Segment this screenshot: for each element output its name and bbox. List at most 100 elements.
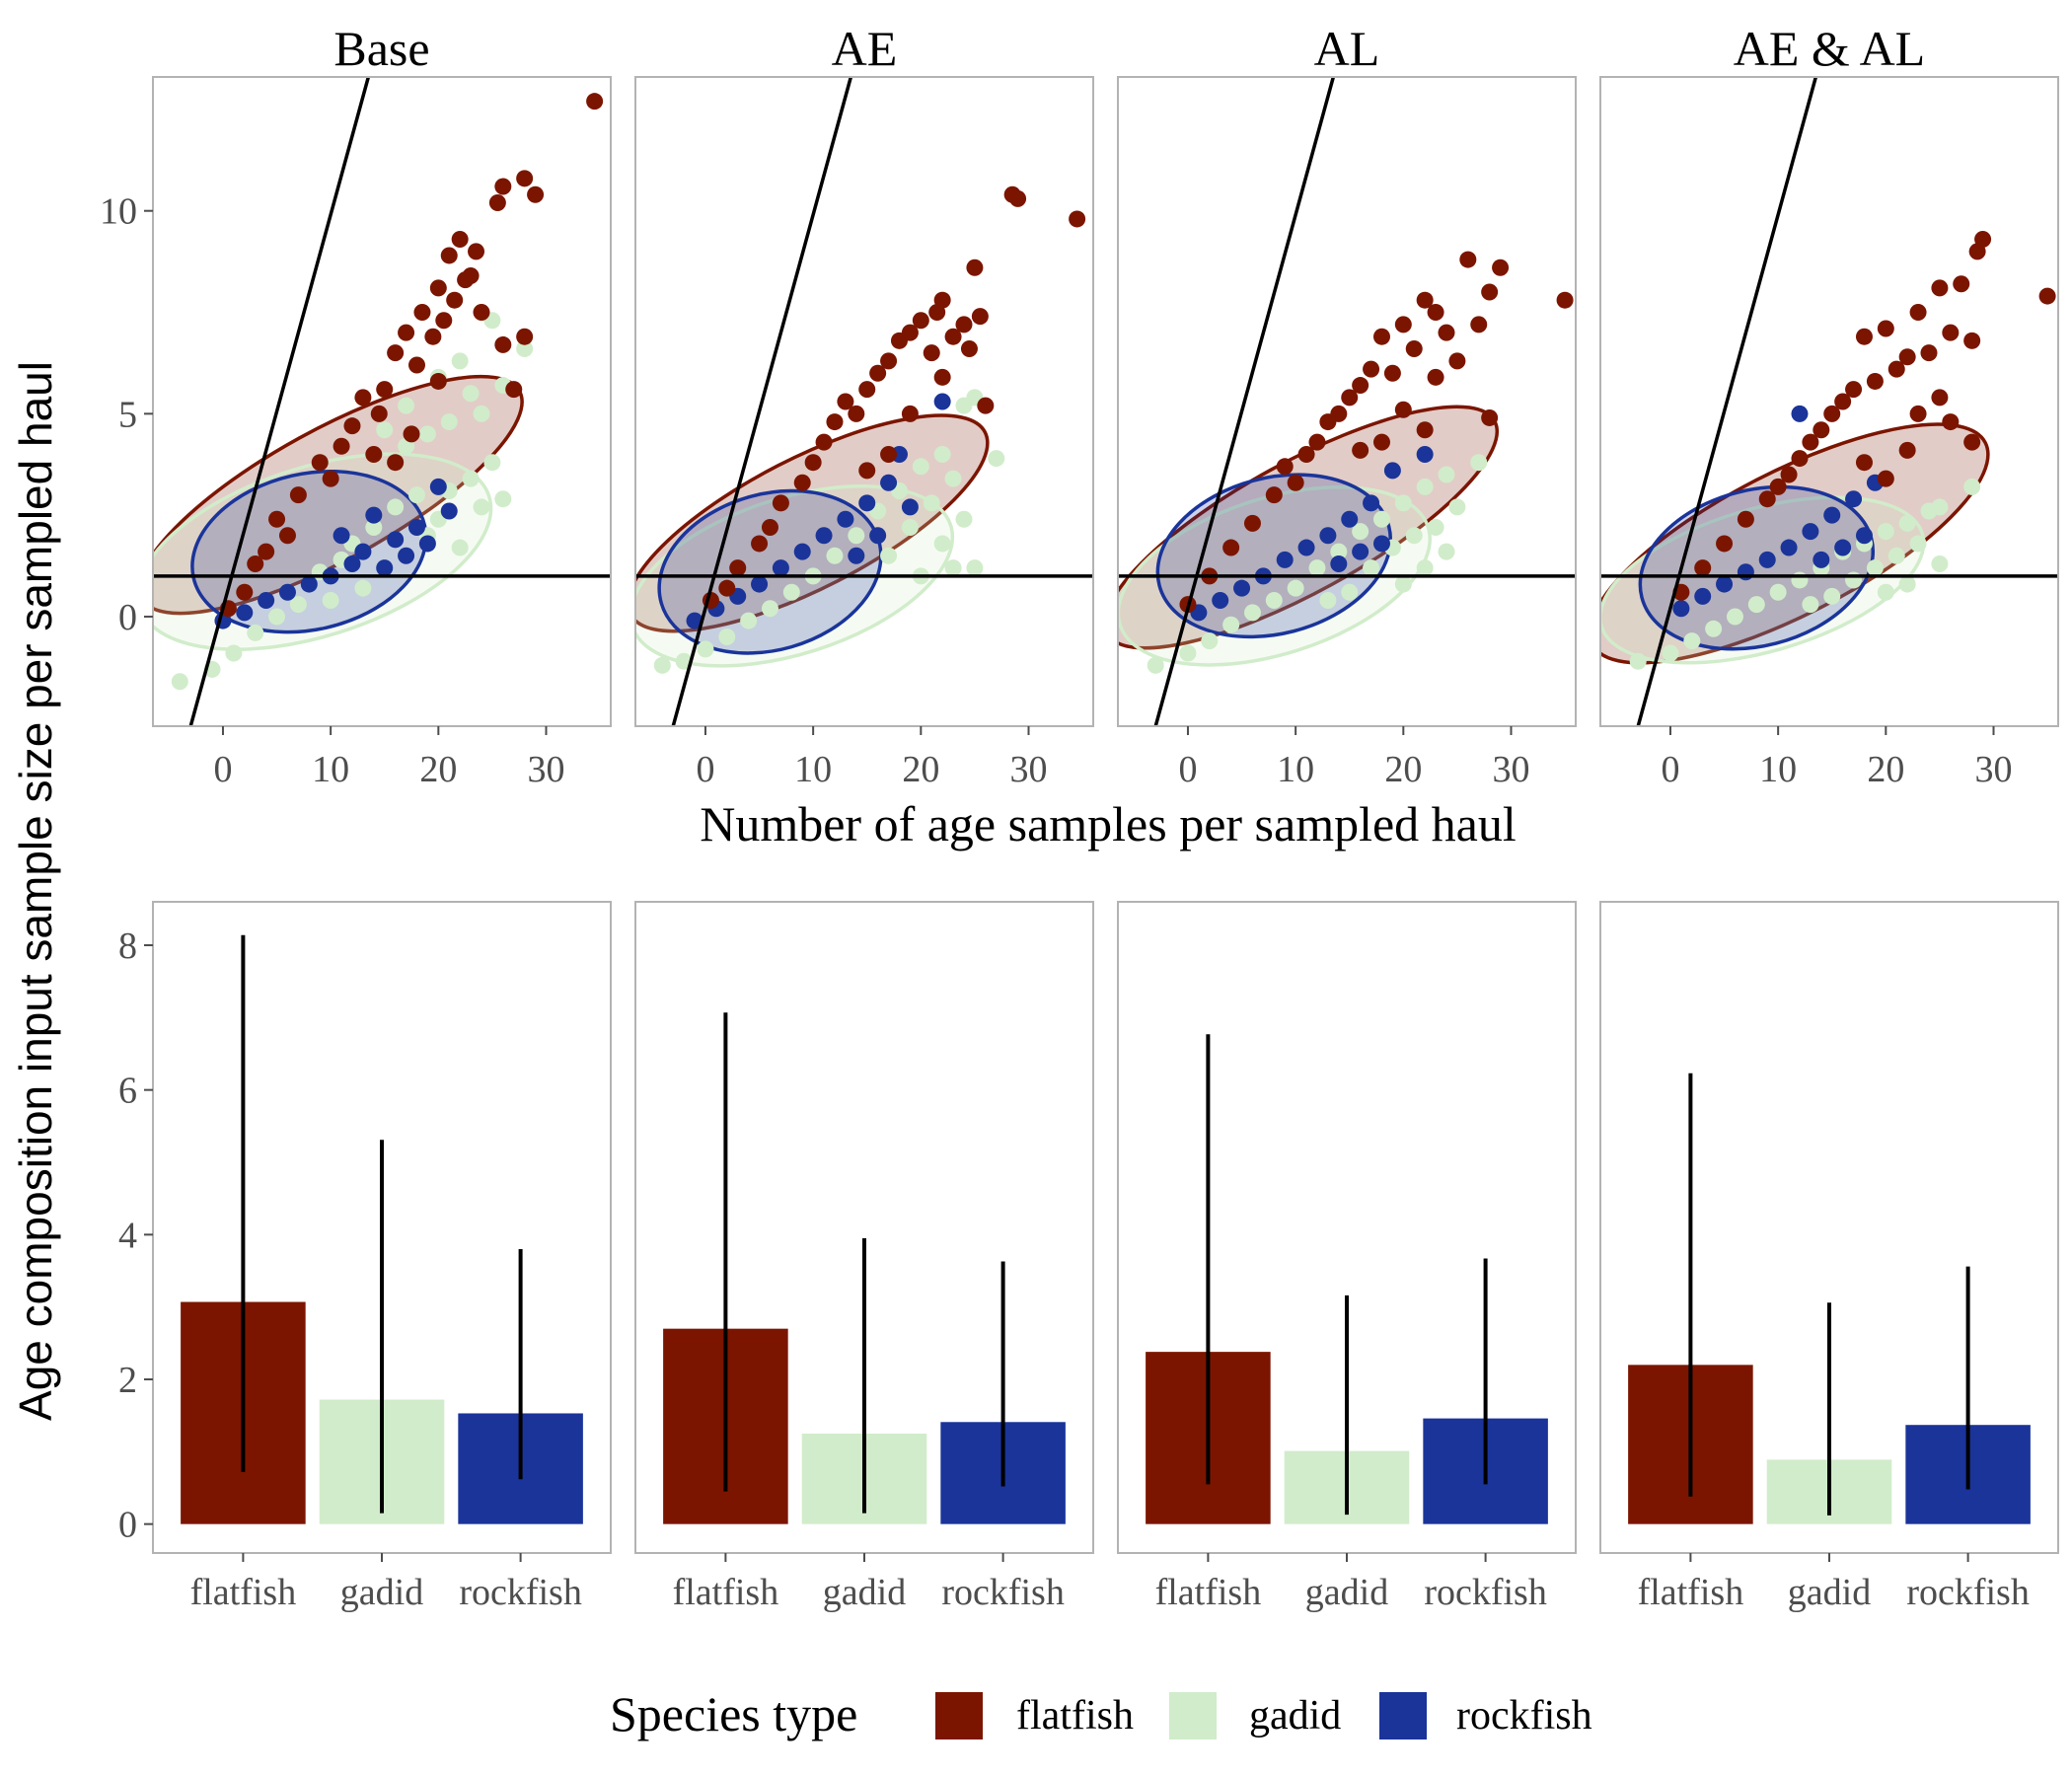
reference-line-1: [671, 77, 853, 726]
point-rockfish-0-6: [398, 547, 415, 564]
point-gadid-0-29: [171, 673, 188, 691]
point-rockfish-3-4: [1855, 527, 1873, 545]
point-flatfish-0-33: [278, 527, 296, 545]
point-rockfish-3-12: [1834, 539, 1852, 556]
point-flatfish-0-7: [440, 247, 458, 264]
point-rockfish-3-10: [1672, 600, 1690, 618]
point-rockfish-0-13: [236, 604, 254, 622]
point-rockfish-2-9: [1233, 579, 1251, 597]
point-flatfish-2-26: [1265, 486, 1283, 504]
scatter-facet-2: AL 0 10 20 30: [1117, 21, 1577, 790]
point-gadid-3-19: [1705, 620, 1723, 637]
point-flatfish-1-9: [944, 328, 962, 345]
scatter-plot-area-3: [1600, 77, 2058, 726]
point-flatfish-1-20: [848, 405, 865, 422]
scatter-frame-1: [634, 76, 1094, 727]
point-flatfish-3-22: [1898, 441, 1916, 459]
point-flatfish-1-27: [761, 518, 778, 536]
point-flatfish-2-21: [1308, 433, 1326, 451]
point-rockfish-1-13: [848, 547, 865, 564]
scatter-facet-0: Base 0 10 20 30 0 5 10: [100, 21, 612, 790]
point-gadid-0-33: [398, 397, 415, 414]
point-flatfish-1-16: [933, 368, 951, 386]
point-gadid-0-24: [289, 596, 307, 614]
cat-label-gadid-2: gadid: [1305, 1572, 1388, 1613]
point-gadid-3-23: [1823, 587, 1841, 605]
point-flatfish-1-6: [971, 308, 989, 326]
point-gadid-1-1: [955, 397, 973, 414]
legend-label-rockfish: rockfish: [1456, 1693, 1592, 1739]
bar-facet-1: flatfish gadid rockfish: [634, 901, 1094, 1613]
point-flatfish-0-36: [236, 583, 254, 601]
point-gadid-2-17: [1265, 592, 1283, 610]
point-rockfish-2-2: [1363, 494, 1380, 512]
point-flatfish-2-6: [1438, 324, 1455, 341]
point-gadid-2-8: [1352, 523, 1369, 541]
point-flatfish-3-14: [1845, 381, 1863, 399]
x-tick-label-2-1: 10: [1277, 749, 1314, 790]
point-flatfish-1-13: [880, 352, 898, 370]
point-rockfish-3-8: [1716, 575, 1734, 593]
point-gadid-3-7: [1887, 547, 1905, 564]
x-tick-label-3-1: 10: [1759, 749, 1797, 790]
point-rockfish-0-10: [300, 575, 318, 593]
point-gadid-3-5: [1909, 535, 1927, 553]
point-flatfish-2-4: [1416, 291, 1434, 309]
point-flatfish-0-2: [488, 193, 506, 211]
legend: Species type flatfish gadid rockfish: [610, 1686, 1592, 1741]
point-flatfish-3-25: [1963, 433, 1981, 451]
reference-line-0: [188, 77, 371, 726]
point-gadid-3-2: [1920, 502, 1938, 520]
point-flatfish-3-13: [1866, 372, 1884, 390]
point-flatfish-2-0: [1556, 291, 1574, 309]
point-flatfish-1-23: [815, 433, 833, 451]
point-flatfish-0-15: [398, 324, 415, 341]
y-tick-label-0: 0: [118, 597, 137, 638]
reference-line-3: [1636, 77, 1818, 726]
point-rockfish-0-1: [440, 502, 458, 520]
point-gadid-0-11: [483, 454, 501, 472]
point-gadid-2-5: [1427, 518, 1444, 536]
point-flatfish-3-5: [1909, 304, 1927, 322]
point-flatfish-2-5: [1427, 304, 1444, 322]
point-flatfish-0-13: [413, 304, 431, 322]
point-flatfish-1-32: [880, 445, 898, 463]
x-tick-label-0-3: 30: [527, 749, 564, 790]
point-flatfish-0-21: [376, 381, 394, 399]
point-gadid-0-18: [365, 518, 383, 536]
point-flatfish-2-12: [1363, 360, 1380, 378]
point-rockfish-1-6: [815, 527, 833, 545]
point-flatfish-2-18: [1394, 401, 1412, 418]
point-rockfish-3-3: [1802, 523, 1819, 541]
point-gadid-0-1: [516, 340, 534, 358]
point-gadid-0-2: [451, 352, 469, 370]
bar-y-tick-label-4: 8: [118, 925, 137, 967]
x-tick-label-2-3: 30: [1492, 749, 1529, 790]
point-gadid-2-14: [1416, 559, 1434, 577]
point-flatfish-1-24: [804, 454, 822, 472]
point-rockfish-0-15: [333, 527, 350, 545]
point-flatfish-3-8: [1920, 344, 1938, 362]
point-rockfish-2-6: [1297, 539, 1315, 556]
point-gadid-2-16: [1394, 575, 1412, 593]
point-flatfish-1-33: [858, 462, 876, 480]
point-flatfish-1-25: [793, 474, 811, 491]
scatter-plot-area-0: [153, 77, 611, 726]
point-flatfish-0-25: [370, 405, 388, 422]
point-gadid-3-18: [1726, 608, 1743, 626]
point-gadid-1-4: [912, 458, 929, 476]
point-gadid-1-2: [988, 450, 1005, 468]
bar-facet-3: flatfish gadid rockfish: [1599, 901, 2059, 1613]
point-gadid-0-15: [387, 498, 405, 516]
point-rockfish-1-0: [933, 393, 951, 410]
point-gadid-0-22: [354, 579, 372, 597]
point-rockfish-0-0: [429, 478, 447, 495]
point-gadid-2-0: [1438, 466, 1455, 483]
point-flatfish-3-0: [2038, 287, 2056, 305]
point-flatfish-3-24: [1780, 466, 1798, 483]
point-flatfish-1-5: [928, 304, 946, 322]
point-gadid-3-4: [1877, 523, 1894, 541]
legend-key-rockfish: [1379, 1692, 1427, 1739]
point-flatfish-0-0: [586, 93, 604, 111]
cat-label-flatfish-2: flatfish: [1155, 1572, 1262, 1613]
